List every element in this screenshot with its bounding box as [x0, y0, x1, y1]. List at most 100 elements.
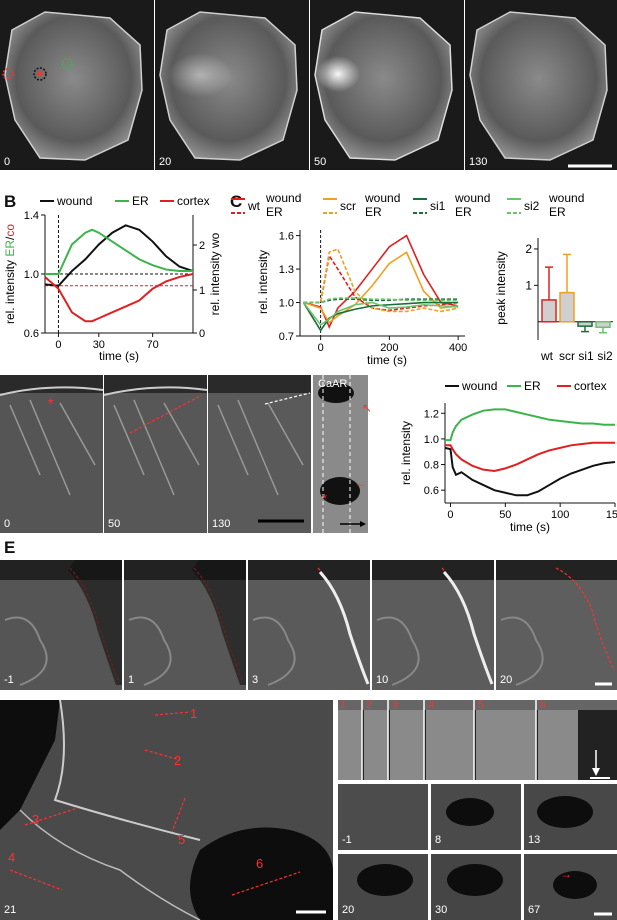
- d-series-cortex: [445, 441, 615, 472]
- e-frame-20: [496, 560, 617, 690]
- panel-label-b: B: [4, 192, 17, 211]
- a-frame-0: [0, 0, 154, 170]
- f-time-8: 8: [435, 834, 442, 846]
- a-frame-20: [155, 0, 309, 170]
- f-time-20: 20: [342, 904, 355, 916]
- a-time-130: 130: [469, 156, 488, 168]
- d-xtick-label-2: 100: [551, 509, 569, 521]
- c-series-si1-wound: [302, 301, 459, 332]
- f-time-m1: -1: [342, 834, 352, 846]
- c-bar-ytick-label-0: 1: [525, 278, 532, 292]
- panel-d-images: * ↖ ← *: [0, 375, 372, 533]
- f-line-4: 4: [8, 850, 16, 865]
- c-series-si2-ER: [303, 297, 459, 304]
- wound-roi-icon: [2, 68, 14, 80]
- f-line-3: 3: [32, 812, 40, 827]
- d-ylabel: rel. intensity: [399, 421, 413, 485]
- c-xlabel: time (s): [367, 353, 407, 367]
- c-legend-name-1: scr: [340, 199, 356, 213]
- c-ytick-label-1: 1.0: [279, 298, 294, 310]
- d-kymograph: ↖ ← *: [313, 375, 372, 533]
- c-legend-bottom-1: ER: [365, 205, 382, 219]
- c-xtick-label-1: 200: [380, 342, 398, 354]
- e-frame-m1: [0, 560, 122, 690]
- svg-text:→: →: [560, 867, 572, 881]
- f-kymo-2: 2: [366, 699, 373, 711]
- c-legend-bottom-3: ER: [549, 205, 566, 219]
- a-time-50: 50: [314, 156, 327, 168]
- c-ytick-label-0: 0.7: [279, 331, 294, 343]
- d-ytick-label-3: 1.2: [424, 408, 439, 420]
- b-xtick-label-2: 70: [147, 339, 159, 351]
- panel-label-e: E: [4, 538, 16, 557]
- c-legend-bottom-0: ER: [266, 205, 283, 219]
- e-time-m1: -1: [4, 674, 14, 686]
- f-main-time: 21: [4, 904, 17, 916]
- e-frame-3: [248, 560, 370, 690]
- d-xtick-label-0: 0: [447, 509, 453, 521]
- b-ytick-label-left-1: 1.0: [24, 269, 39, 281]
- a-time-20: 20: [159, 156, 172, 168]
- f-time-67: 67: [528, 904, 541, 916]
- a-frame-130: [465, 0, 617, 170]
- b-ytick-label-left-0: 0.6: [24, 328, 39, 340]
- c-legend-name-3: si2: [524, 199, 540, 213]
- b-xlabel: time (s): [99, 349, 139, 363]
- f-main-image: [0, 700, 333, 920]
- f-kymo-4: 4: [428, 699, 435, 711]
- d-ytick-label-0: 0.6: [424, 485, 439, 497]
- b-ytick-label-right-2: 2: [199, 240, 205, 252]
- a-time-0: 0: [4, 156, 11, 168]
- panel-b-chart: wound ER cortex 0.6 1.0 1.4 0 1 2 0 30 70 time (s)…: [3, 194, 222, 363]
- cortex-roi-icon: [37, 71, 43, 77]
- b-series-er: [45, 228, 193, 275]
- c-bar-label-1: scr: [559, 349, 575, 363]
- svg-text:↖: ↖: [362, 401, 372, 415]
- b-series-wound: [44, 224, 194, 287]
- b-legend-label-0: wound: [56, 194, 92, 208]
- c-series-si1-ER: [303, 298, 459, 304]
- c-legend-top-0: wound: [265, 191, 301, 205]
- d-series-er: [445, 408, 615, 442]
- f-kymo-1: 1: [340, 699, 347, 711]
- f-kymo-3: 3: [392, 699, 399, 711]
- e-time-20: 20: [500, 674, 513, 686]
- time-arrow-icon: [360, 521, 366, 527]
- e-frame-1: [124, 560, 246, 690]
- panel-d-chart: wound ER cortex 0.6 0.8 1.0 1.2 0 50 100 150 time…: [399, 379, 617, 534]
- c-xtick-label-2: 400: [449, 342, 467, 354]
- b-ytick-label-right-1: 1: [199, 285, 205, 297]
- c-bar-ytick-label-1: 2: [525, 242, 532, 256]
- f-line-2: 2: [174, 753, 182, 768]
- b-xtick-label-1: 30: [93, 339, 105, 351]
- e-time-3: 3: [252, 674, 259, 686]
- c-bar-label-2: si1: [578, 349, 594, 363]
- f-time-30: 30: [435, 904, 448, 916]
- c-ylabel: rel. intensity: [256, 250, 270, 314]
- f-time-13: 13: [528, 834, 541, 846]
- c-series-wt-wound: [303, 234, 459, 330]
- c-bar-label-0: wt: [540, 349, 554, 363]
- d-xtick-label-3: 150: [606, 509, 617, 521]
- d-legend-label-0: wound: [461, 379, 497, 393]
- c-legend-name-0: wt: [247, 199, 261, 213]
- c-series-si2-wound: [302, 301, 459, 326]
- wound-site-marker-icon: *: [48, 395, 54, 411]
- c-series-scr-ER: [303, 247, 459, 313]
- panel-label-c: C: [230, 192, 243, 211]
- c-legend-top-2: wound: [454, 191, 490, 205]
- e-time-1: 1: [128, 674, 135, 686]
- b-xtick-label-0: 0: [55, 339, 61, 351]
- panel-f-images: →: [0, 700, 617, 920]
- d-ytick-label-2: 1.0: [424, 434, 439, 446]
- c-legend-bottom-2: ER: [455, 205, 472, 219]
- c-xtick-label-0: 0: [318, 342, 324, 354]
- d-frame-130: [208, 375, 311, 533]
- c-ytick-label-2: 1.3: [279, 264, 294, 276]
- c-legend-name-2: si1: [430, 199, 446, 213]
- d-time-130: 130: [212, 518, 231, 530]
- a-frame-50: [310, 0, 464, 170]
- er-roi-icon: [61, 58, 73, 70]
- f-time-grid: →: [338, 784, 617, 920]
